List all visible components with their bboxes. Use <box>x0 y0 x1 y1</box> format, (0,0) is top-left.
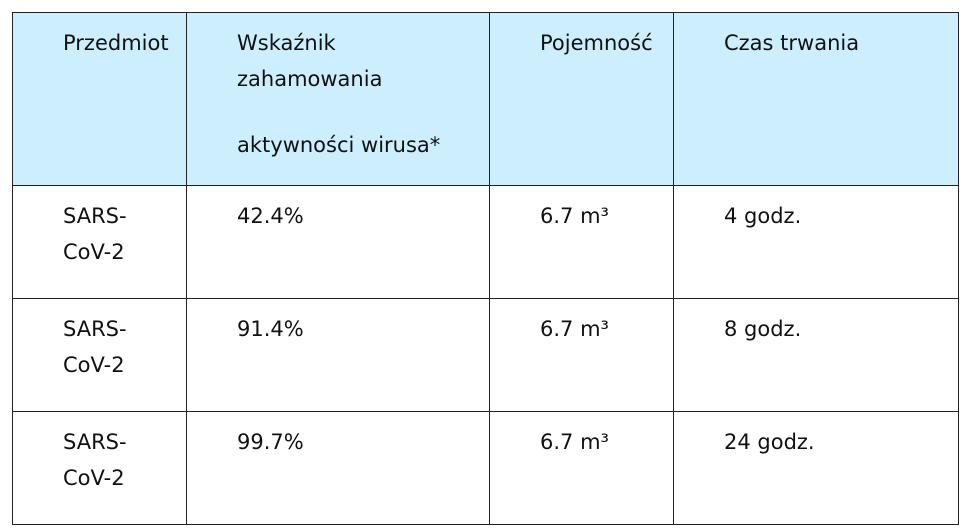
table-row: SARS-CoV-2 99.7% 6.7 m³ 24 godz. <box>12 411 959 525</box>
data-table: Przedmiot Wskaźnik zahamowania aktywności w… <box>12 12 959 525</box>
cell-text: 6.7 m³ <box>540 317 609 341</box>
header-row: Przedmiot Wskaźnik zahamowania aktywności w… <box>12 12 959 186</box>
cell-text: 6.7 m³ <box>540 204 609 228</box>
cell-text: 24 godz. <box>724 430 815 454</box>
header-line: zahamowania <box>237 67 383 91</box>
table-cell: 6.7 m³ <box>489 411 674 525</box>
cell-text: SARS-CoV-2 <box>63 317 127 377</box>
table-cell: 91.4% <box>186 298 490 412</box>
table-cell: 24 godz. <box>673 411 959 525</box>
header-text: Czas trwania <box>724 31 860 55</box>
header-cell: Pojemność <box>489 12 674 186</box>
table-body: SARS-CoV-2 42.4% 6.7 m³ 4 godz. SARS-CoV-2 91… <box>12 185 959 525</box>
table-row: SARS-CoV-2 42.4% 6.7 m³ 4 godz. <box>12 185 959 299</box>
cell-text: 4 godz. <box>724 204 802 228</box>
cell-text: SARS-CoV-2 <box>63 430 127 490</box>
cell-text: 42.4% <box>237 204 304 228</box>
cell-text: SARS-CoV-2 <box>63 204 127 264</box>
header-text: Przedmiot <box>63 31 169 55</box>
header-cell: Czas trwania <box>673 12 959 186</box>
cell-text: 8 godz. <box>724 317 802 341</box>
cell-text: 6.7 m³ <box>540 430 609 454</box>
table-cell: 8 godz. <box>673 298 959 412</box>
cell-text: 99.7% <box>237 430 304 454</box>
header-line: Wskaźnik <box>237 31 336 55</box>
header-cell: Przedmiot <box>12 12 187 186</box>
header-text: Pojemność <box>540 31 653 55</box>
table-cell: SARS-CoV-2 <box>12 298 187 412</box>
table-row: SARS-CoV-2 91.4% 6.7 m³ 8 godz. <box>12 298 959 412</box>
table-cell: SARS-CoV-2 <box>12 185 187 299</box>
cell-text: 91.4% <box>237 317 304 341</box>
table-cell: 6.7 m³ <box>489 298 674 412</box>
table-cell: 42.4% <box>186 185 490 299</box>
table-cell: 4 godz. <box>673 185 959 299</box>
table-cell: 99.7% <box>186 411 490 525</box>
header-cell: Wskaźnik zahamowania aktywności wirusa* <box>186 12 490 186</box>
table-cell: SARS-CoV-2 <box>12 411 187 525</box>
header-line: aktywności wirusa* <box>237 133 441 157</box>
table-cell: 6.7 m³ <box>489 185 674 299</box>
